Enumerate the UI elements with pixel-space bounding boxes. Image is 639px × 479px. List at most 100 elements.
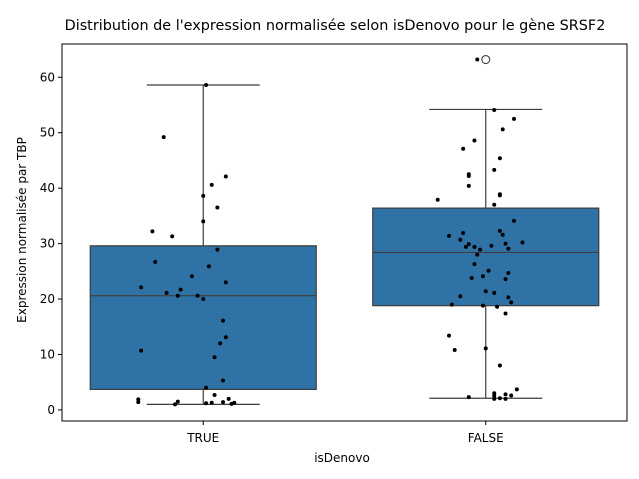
data-point	[497, 228, 502, 233]
data-point	[173, 402, 177, 407]
data-point	[500, 127, 505, 132]
data-point	[503, 277, 508, 282]
x-tick-label: FALSE	[468, 431, 504, 445]
data-point	[221, 400, 226, 405]
data-point	[201, 193, 206, 198]
data-point	[506, 246, 511, 251]
data-point	[175, 293, 180, 298]
data-point	[492, 202, 497, 207]
data-point	[178, 287, 183, 292]
data-point	[170, 234, 175, 239]
y-axis-label: Expression normalisée par TBP	[15, 137, 29, 323]
data-point	[492, 394, 497, 399]
chart-title: Distribution de l'expression normalisée …	[65, 18, 606, 34]
data-point	[472, 244, 477, 249]
plot-area: 0 10 20 30 40 50 60 TRUE FALSE	[40, 43, 628, 445]
data-point	[153, 259, 158, 264]
data-point	[195, 293, 200, 298]
y-tick-label: 10	[40, 347, 55, 361]
data-point	[136, 397, 141, 402]
data-point	[461, 146, 466, 151]
data-point	[221, 378, 226, 383]
data-point	[478, 247, 483, 252]
data-point	[469, 275, 474, 280]
data-point	[475, 57, 480, 62]
data-point	[223, 174, 228, 179]
data-point	[466, 183, 471, 188]
x-axis-label: isDenovo	[314, 451, 370, 465]
data-point	[466, 173, 471, 178]
data-point	[204, 385, 209, 390]
data-point	[466, 242, 471, 247]
outlier-marker	[481, 54, 491, 65]
data-point	[452, 348, 457, 353]
data-point	[475, 252, 480, 257]
y-tick-label: 40	[40, 181, 55, 195]
data-point	[497, 193, 502, 198]
data-point	[447, 333, 452, 338]
data-point	[218, 341, 223, 346]
data-point	[175, 399, 180, 404]
data-point	[435, 197, 440, 202]
data-point	[480, 303, 485, 308]
y-tick-label: 0	[47, 403, 55, 417]
data-point	[449, 302, 454, 307]
data-point	[492, 167, 497, 172]
data-point	[492, 391, 497, 396]
data-point	[497, 363, 502, 368]
y-tick-label: 30	[40, 237, 55, 251]
y-tick-label: 50	[40, 126, 55, 140]
data-point	[480, 274, 485, 279]
data-point	[447, 233, 452, 238]
data-point	[212, 355, 217, 360]
x-tick-label: TRUE	[186, 431, 219, 445]
points-false	[435, 57, 525, 401]
plot-frame	[61, 43, 628, 422]
data-point	[229, 401, 234, 406]
data-point	[161, 135, 166, 140]
data-point	[472, 262, 477, 267]
data-point	[483, 289, 488, 294]
data-point	[500, 232, 505, 237]
data-point	[509, 300, 514, 305]
data-point	[492, 396, 497, 401]
data-point	[503, 396, 508, 401]
data-point	[209, 182, 214, 187]
y-tick-label: 20	[40, 292, 55, 306]
data-point	[486, 268, 491, 273]
data-point	[461, 231, 466, 236]
data-point	[492, 290, 497, 295]
data-point	[201, 219, 206, 224]
data-point	[223, 280, 228, 285]
data-point	[164, 290, 169, 295]
data-point	[466, 395, 471, 400]
data-point	[458, 294, 463, 299]
data-point	[226, 396, 231, 401]
data-point	[497, 396, 502, 401]
data-point	[212, 392, 217, 397]
data-point	[221, 318, 226, 323]
data-point	[506, 295, 511, 300]
data-point	[215, 247, 220, 252]
data-point	[495, 304, 500, 309]
data-point	[503, 311, 508, 316]
data-point	[150, 229, 155, 234]
data-point	[139, 348, 144, 353]
data-point	[514, 387, 519, 392]
data-point	[489, 243, 494, 248]
data-point	[512, 116, 516, 121]
data-point	[136, 400, 141, 405]
data-point	[206, 264, 211, 269]
data-point	[492, 107, 497, 112]
data-point	[503, 241, 508, 246]
data-point	[204, 83, 209, 88]
data-point	[223, 335, 228, 340]
data-point	[497, 156, 502, 161]
box-iqr	[89, 245, 317, 390]
box-true	[89, 84, 317, 405]
data-point	[509, 393, 514, 398]
data-point	[139, 285, 144, 290]
points-true	[136, 83, 237, 407]
data-point	[483, 346, 488, 351]
